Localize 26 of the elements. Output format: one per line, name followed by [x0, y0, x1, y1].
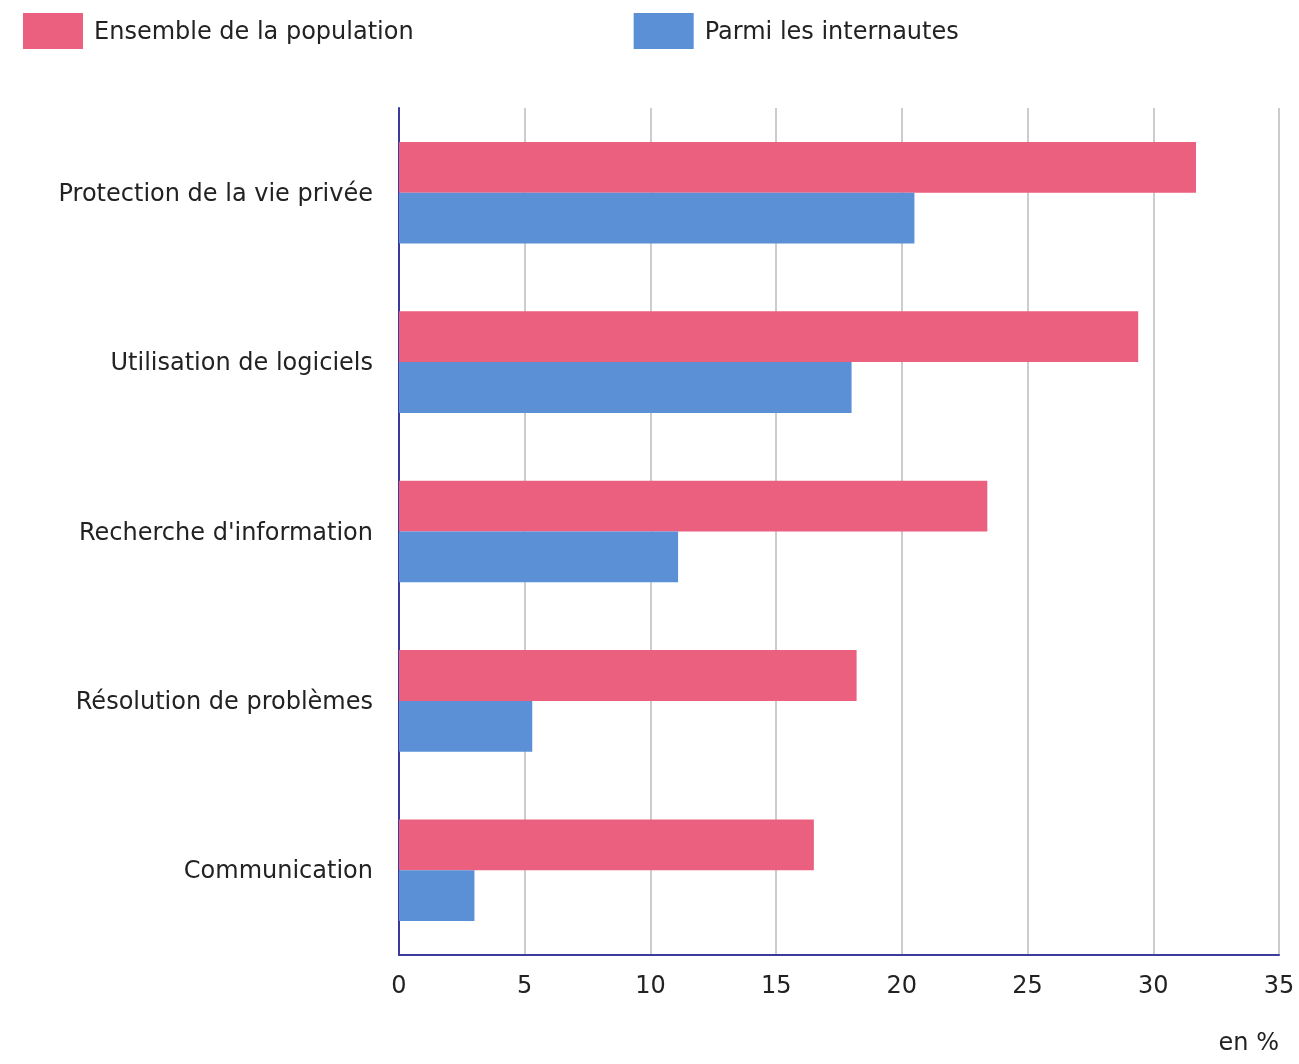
- x-tick-label: 0: [391, 971, 407, 999]
- x-tick-label: 10: [635, 971, 666, 999]
- y-tick-label: Utilisation de logiciels: [110, 348, 373, 377]
- x-tick-label: 15: [760, 971, 792, 999]
- bar: [399, 700, 533, 752]
- legend-label: Ensemble de la population: [94, 17, 414, 45]
- x-tick-label: 25: [1012, 971, 1043, 999]
- x-tick-label: 35: [1263, 971, 1295, 999]
- bar: [399, 362, 852, 413]
- bar: [399, 311, 1139, 363]
- y-tick-label: Recherche d'information: [78, 517, 373, 546]
- bar: [399, 870, 475, 922]
- y-tick-label: Communication: [183, 856, 373, 885]
- bar: [399, 650, 857, 701]
- x-tick-label: 20: [886, 971, 918, 999]
- bar: [399, 531, 679, 583]
- bar: [399, 819, 814, 871]
- x-tick-label: 5: [517, 971, 533, 999]
- bar: [399, 141, 1197, 193]
- x-tick-label: 30: [1138, 971, 1169, 999]
- bar: [399, 480, 988, 532]
- bar: [399, 192, 915, 244]
- legend-label: Parmi les internautes: [704, 17, 959, 45]
- y-tick-label: Protection de la vie privée: [58, 178, 373, 207]
- y-tick-label: Résolution de problèmes: [75, 686, 373, 715]
- x-axis-title: en %: [1218, 1028, 1280, 1056]
